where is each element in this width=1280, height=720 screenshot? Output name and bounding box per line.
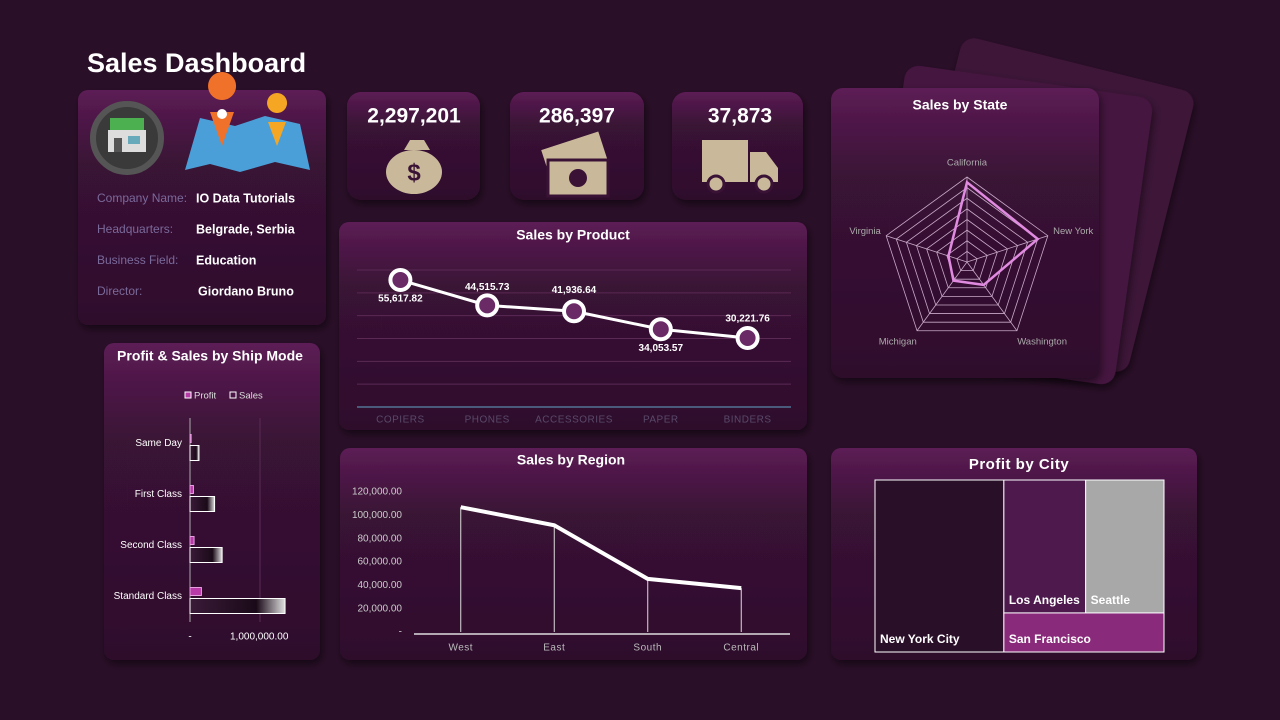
bar: [189, 445, 200, 461]
state-panel: [831, 88, 1099, 378]
bar: [189, 434, 192, 443]
y-tick-label: 20,000.00: [358, 603, 403, 614]
field-value: Giordano Bruno: [198, 284, 294, 298]
axis-label: New York: [1053, 226, 1093, 237]
tile-label: Los Angeles: [1009, 593, 1080, 607]
y-tick-label: First Class: [135, 489, 182, 500]
radar-spoke: [966, 261, 1018, 332]
axis-label: Washington: [1017, 337, 1067, 348]
legend-label: Profit: [194, 391, 217, 402]
field-label: Company Name:: [97, 191, 187, 205]
tile: [1085, 479, 1165, 614]
content: Company Name: IO Data Tutorials Headquarte…: [97, 97, 1165, 654]
radar-ring: [956, 250, 978, 271]
radar-ring: [926, 219, 1008, 297]
kpi-value: 286,397: [539, 105, 615, 128]
tile-label: Seattle: [1091, 593, 1131, 607]
legend-swatch: [229, 391, 237, 399]
data-point: [388, 268, 413, 293]
chart-title: Profit & Sales by Ship Mode: [117, 348, 303, 364]
data-label: 55,617.82: [378, 294, 423, 305]
y-tick-label: 120,000.00: [352, 487, 402, 498]
radar-spoke: [886, 235, 968, 263]
cash-icon: [541, 131, 610, 198]
bar: [189, 598, 286, 614]
radar-area: [947, 180, 1040, 287]
dashboard-title: Sales Dashboard: [87, 48, 306, 78]
region-panel: [340, 448, 807, 660]
x-tick-label: BINDERS: [724, 415, 772, 426]
field-value: Education: [196, 253, 256, 267]
product-panel: [339, 222, 807, 430]
field-value: Belgrade, Serbia: [196, 222, 296, 236]
x-tick-label: South: [633, 643, 662, 654]
chart-title: Sales by Region: [517, 452, 625, 468]
y-tick-label: -: [399, 627, 402, 638]
radar-ring: [936, 229, 998, 289]
tile: [874, 479, 1005, 653]
x-tick-label: East: [543, 643, 565, 654]
radar-ring: [885, 176, 1049, 332]
map-icon: [185, 72, 310, 172]
bar: [189, 496, 216, 512]
bar: [189, 485, 194, 494]
y-tick-label: 40,000.00: [358, 580, 403, 591]
tile-label: San Francisco: [1009, 632, 1091, 646]
y-tick-label: Second Class: [120, 540, 182, 551]
bar: [189, 587, 202, 596]
y-tick-label: Same Day: [135, 438, 182, 449]
data-point: [475, 293, 500, 318]
radar-ring: [905, 197, 1029, 314]
field-label: Headquarters:: [97, 222, 173, 236]
truck-icon: [702, 140, 778, 194]
tile: [1003, 612, 1165, 653]
radar-spoke: [966, 235, 1048, 263]
radar-spoke: [916, 261, 968, 332]
axis-label: California: [947, 158, 988, 169]
x-tick-label: -: [188, 632, 191, 643]
field-label: Director:: [97, 284, 142, 298]
y-tick-label: 60,000.00: [358, 557, 403, 568]
axis-label: Virginia: [849, 226, 881, 237]
data-point: [562, 299, 586, 324]
x-tick-label: COPIERS: [376, 415, 425, 426]
chart-title: Sales by Product: [516, 227, 630, 243]
x-tick-label: 1,000,000.00: [230, 632, 289, 643]
chart-title: Profit by City: [969, 456, 1069, 473]
y-tick-label: 80,000.00: [358, 533, 403, 544]
data-point: [648, 317, 673, 342]
data-point: [735, 325, 760, 350]
dollar-glyph: $: [407, 159, 421, 186]
money-bag-icon: $: [386, 140, 442, 194]
y-tick-label: 100,000.00: [352, 510, 402, 521]
radar-ring: [916, 208, 1018, 306]
axis-label: Michigan: [879, 337, 917, 348]
data-label: 44,515.73: [465, 282, 510, 293]
tile: [1003, 479, 1087, 614]
x-tick-label: Central: [723, 643, 759, 654]
data-label: 41,936.64: [552, 285, 597, 296]
y-tick-label: Standard Class: [114, 591, 182, 602]
data-label: 30,221.76: [725, 314, 770, 325]
chart-title: Sales by State: [913, 97, 1008, 113]
store-icon: [90, 101, 164, 175]
x-tick-label: PAPER: [643, 415, 679, 426]
field-value: IO Data Tutorials: [196, 191, 295, 205]
kpi-value: 2,297,201: [367, 105, 461, 128]
legend-swatch: [184, 391, 192, 399]
kpi-value: 37,873: [708, 105, 772, 128]
field-label: Business Field:: [97, 253, 178, 267]
tile-label: New York City: [880, 632, 960, 646]
bar: [189, 536, 195, 545]
legend-label: Sales: [239, 391, 263, 402]
bar: [189, 547, 223, 563]
data-line: [460, 505, 742, 591]
x-tick-label: West: [448, 643, 473, 654]
x-tick-label: PHONES: [465, 415, 510, 426]
x-tick-label: ACCESSORIES: [535, 415, 613, 426]
data-label: 34,053.57: [639, 343, 684, 354]
